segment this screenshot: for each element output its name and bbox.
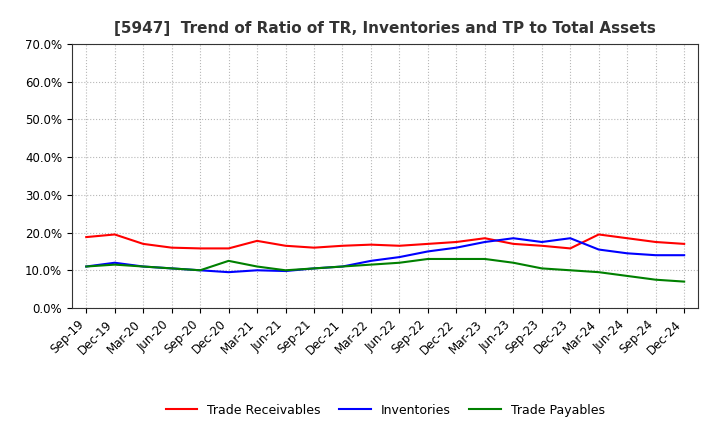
- Trade Payables: [310, 266, 318, 271]
- Trade Receivables: [537, 243, 546, 249]
- Trade Receivables: [338, 243, 347, 249]
- Trade Receivables: [167, 245, 176, 250]
- Trade Payables: [537, 266, 546, 271]
- Inventories: [225, 270, 233, 275]
- Inventories: [509, 235, 518, 241]
- Inventories: [282, 268, 290, 274]
- Inventories: [167, 266, 176, 271]
- Trade Payables: [423, 257, 432, 262]
- Trade Receivables: [509, 241, 518, 246]
- Inventories: [423, 249, 432, 254]
- Trade Payables: [110, 262, 119, 267]
- Trade Receivables: [680, 241, 688, 246]
- Trade Receivables: [566, 246, 575, 251]
- Trade Receivables: [480, 235, 489, 241]
- Trade Receivables: [225, 246, 233, 251]
- Trade Payables: [680, 279, 688, 284]
- Trade Payables: [395, 260, 404, 265]
- Inventories: [480, 239, 489, 245]
- Line: Trade Payables: Trade Payables: [86, 259, 684, 282]
- Inventories: [566, 235, 575, 241]
- Inventories: [395, 254, 404, 260]
- Inventories: [110, 260, 119, 265]
- Trade Payables: [253, 264, 261, 269]
- Line: Trade Receivables: Trade Receivables: [86, 235, 684, 249]
- Legend: Trade Receivables, Inventories, Trade Payables: Trade Receivables, Inventories, Trade Pa…: [161, 399, 610, 422]
- Inventories: [366, 258, 375, 264]
- Inventories: [82, 264, 91, 269]
- Inventories: [196, 268, 204, 273]
- Trade Payables: [480, 257, 489, 262]
- Trade Receivables: [623, 235, 631, 241]
- Line: Inventories: Inventories: [86, 238, 684, 272]
- Trade Receivables: [110, 232, 119, 237]
- Trade Payables: [196, 268, 204, 273]
- Trade Receivables: [253, 238, 261, 243]
- Trade Receivables: [595, 232, 603, 237]
- Trade Payables: [509, 260, 518, 265]
- Trade Payables: [652, 277, 660, 282]
- Trade Receivables: [423, 241, 432, 246]
- Trade Payables: [167, 266, 176, 271]
- Inventories: [253, 268, 261, 273]
- Inventories: [310, 266, 318, 271]
- Trade Payables: [366, 262, 375, 267]
- Trade Payables: [566, 268, 575, 273]
- Trade Payables: [338, 264, 347, 269]
- Trade Payables: [139, 264, 148, 269]
- Trade Payables: [623, 273, 631, 279]
- Inventories: [623, 251, 631, 256]
- Inventories: [338, 264, 347, 269]
- Inventories: [452, 245, 461, 250]
- Trade Receivables: [82, 235, 91, 240]
- Trade Payables: [282, 268, 290, 273]
- Trade Receivables: [395, 243, 404, 249]
- Trade Receivables: [139, 241, 148, 246]
- Trade Receivables: [452, 239, 461, 245]
- Trade Payables: [452, 257, 461, 262]
- Trade Receivables: [652, 239, 660, 245]
- Trade Receivables: [310, 245, 318, 250]
- Trade Payables: [595, 270, 603, 275]
- Trade Payables: [225, 258, 233, 264]
- Inventories: [537, 239, 546, 245]
- Inventories: [595, 247, 603, 252]
- Inventories: [680, 253, 688, 258]
- Trade Receivables: [282, 243, 290, 249]
- Trade Receivables: [196, 246, 204, 251]
- Trade Receivables: [366, 242, 375, 247]
- Inventories: [652, 253, 660, 258]
- Trade Payables: [82, 264, 91, 269]
- Inventories: [139, 264, 148, 269]
- Title: [5947]  Trend of Ratio of TR, Inventories and TP to Total Assets: [5947] Trend of Ratio of TR, Inventories…: [114, 21, 656, 36]
